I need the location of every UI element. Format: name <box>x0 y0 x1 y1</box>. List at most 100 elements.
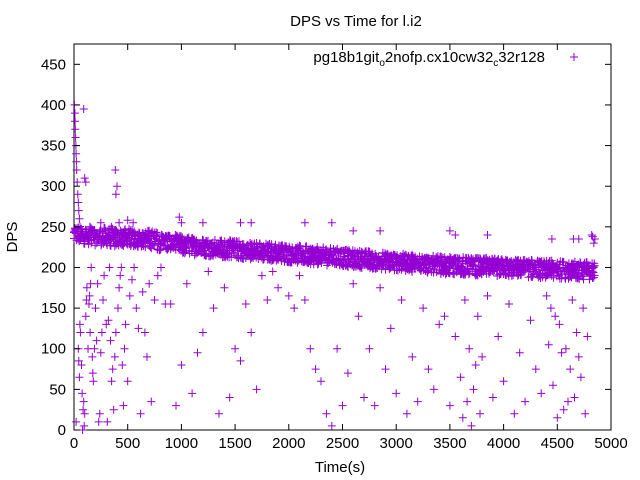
data-point <box>72 417 81 426</box>
data-point <box>136 409 145 418</box>
data-point <box>113 182 121 191</box>
data-point <box>130 263 139 272</box>
data-point <box>143 352 151 361</box>
data-point <box>408 352 417 361</box>
data-point <box>365 344 374 353</box>
data-point <box>531 365 540 374</box>
data-point <box>551 312 560 321</box>
data-point <box>132 304 141 313</box>
data-point <box>515 348 524 357</box>
data-point <box>85 300 93 308</box>
data-point <box>424 365 433 374</box>
data-point <box>198 218 207 227</box>
data-point <box>561 344 570 353</box>
data-point <box>397 296 406 304</box>
data-point <box>284 291 293 300</box>
data-point <box>121 320 130 329</box>
data-point <box>274 283 283 292</box>
data-point <box>376 283 385 292</box>
data-point <box>311 365 320 374</box>
band-point <box>590 271 599 280</box>
data-point <box>73 190 82 199</box>
data-point <box>225 393 234 402</box>
data-point <box>123 377 132 386</box>
data-point <box>104 316 113 325</box>
data-point <box>193 348 202 357</box>
data-point <box>106 336 115 345</box>
band-point <box>223 252 232 261</box>
data-point <box>300 296 309 304</box>
data-point <box>370 401 379 410</box>
data-point <box>587 231 596 239</box>
x-tick-label: 4500 <box>541 435 574 452</box>
data-point <box>547 235 556 243</box>
x-tick-label: 1000 <box>165 435 198 452</box>
data-point <box>72 166 81 174</box>
data-point <box>188 389 197 398</box>
x-tick-label: 2500 <box>326 435 359 452</box>
data-point <box>125 291 134 300</box>
data-point <box>116 271 125 280</box>
data-point <box>74 206 83 215</box>
data-point <box>129 218 138 227</box>
data-point <box>107 222 116 231</box>
data-point <box>488 393 497 402</box>
data-point <box>241 300 250 308</box>
x-axis-title: Time(s) <box>315 459 365 476</box>
band-point <box>289 248 298 257</box>
data-point <box>386 324 395 333</box>
y-tick-label: 450 <box>41 56 66 73</box>
data-point <box>100 271 109 280</box>
data-point <box>177 218 186 227</box>
band-point <box>590 261 599 270</box>
data-point <box>460 296 469 304</box>
data-point <box>526 316 535 325</box>
data-point <box>590 235 599 243</box>
data-point <box>564 397 572 406</box>
legend-label: pg18b1gito2nofp.cx10cw32c32r128 <box>313 49 545 69</box>
data-point <box>327 218 336 227</box>
data-point <box>115 218 124 227</box>
data-point <box>91 304 100 313</box>
data-point <box>458 413 467 422</box>
data-point <box>74 356 83 365</box>
data-point <box>71 125 80 134</box>
legend-marker <box>570 53 578 61</box>
y-tick-label: 150 <box>41 300 66 317</box>
data-point <box>76 328 85 337</box>
data-point <box>456 373 465 382</box>
data-point <box>111 328 120 337</box>
data-point <box>349 279 358 288</box>
data-point <box>88 369 97 378</box>
data-point <box>138 287 147 296</box>
data-point <box>118 361 127 369</box>
data-point <box>175 213 184 222</box>
data-point <box>354 312 363 321</box>
data-point <box>90 344 99 353</box>
data-point <box>574 235 583 243</box>
x-tick-label: 3500 <box>433 435 466 452</box>
data-point <box>134 324 143 333</box>
data-point <box>478 352 487 361</box>
data-point <box>147 397 156 406</box>
y-tick-label: 350 <box>41 138 66 155</box>
data-point <box>80 421 89 430</box>
data-point <box>177 361 186 369</box>
data-point <box>568 296 577 304</box>
data-point <box>231 344 240 353</box>
data-point <box>82 283 91 292</box>
data-point <box>322 409 331 418</box>
data-point <box>115 283 124 292</box>
data-point <box>70 109 79 118</box>
data-point <box>99 296 107 304</box>
data-point <box>87 263 96 272</box>
data-point <box>103 417 112 426</box>
data-point <box>376 226 385 235</box>
data-point <box>402 409 411 418</box>
data-point <box>465 344 474 353</box>
data-point <box>182 279 191 288</box>
data-point <box>145 279 154 288</box>
band-point <box>293 258 302 267</box>
x-tick-label: 5000 <box>594 435 627 452</box>
data-point <box>81 178 90 187</box>
